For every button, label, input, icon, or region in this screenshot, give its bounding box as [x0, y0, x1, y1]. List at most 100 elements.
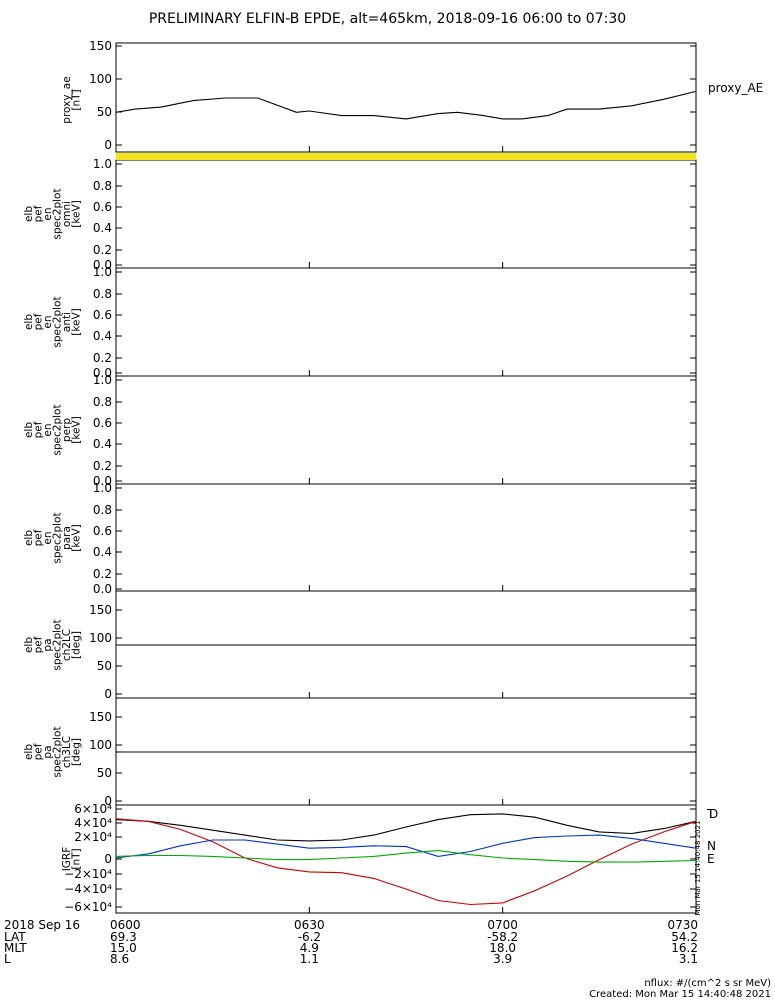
- legend-igrf-E: E: [707, 852, 715, 866]
- ylabel-para: [keV]: [71, 524, 83, 552]
- xaxis-row-value: 0600: [110, 918, 141, 932]
- xaxis-row-value: 69.3: [110, 930, 137, 944]
- ylabel-perp: en: [42, 423, 54, 436]
- ylabel-omni: spec2plot: [52, 188, 64, 239]
- ytick-label-para: 0.2: [93, 567, 112, 581]
- ytick-label-perp: 0.6: [93, 416, 112, 430]
- ytick-label-igrf: 6×10⁴: [74, 802, 112, 816]
- xaxis-row-value: -58.2: [487, 930, 518, 944]
- ytick-label-ch3lc: 100: [89, 738, 112, 752]
- ylabel-omni: [keV]: [71, 200, 83, 228]
- ytick-label-ch2lc: 100: [89, 631, 112, 645]
- ytick-label-igrf: 0: [104, 852, 112, 866]
- ytick-label-perp: 0.0: [93, 474, 112, 488]
- panel-frame-omni: [115, 159, 697, 269]
- xaxis-row-label: MLT: [4, 941, 27, 955]
- ytick-label-igrf: 4×10⁴: [74, 816, 112, 830]
- panel-frame-ae: [115, 42, 697, 153]
- legend-igrf-N: N: [707, 839, 716, 853]
- ytick-label-omni: 0.4: [93, 221, 112, 235]
- series-line-igrf-N: [115, 834, 697, 859]
- series-line-ae-proxy_AE: [115, 90, 697, 120]
- ytick-label-ch2lc: 150: [89, 603, 112, 617]
- ytick-label-anti: 1.0: [93, 265, 112, 279]
- ylabel-para: para: [61, 526, 73, 550]
- panel-frame-perp: [115, 375, 697, 485]
- ytick-label-anti: 0.4: [93, 329, 112, 343]
- ytick-label-anti: 0.6: [93, 308, 112, 322]
- ytick-label-igrf: −6×10⁴: [64, 900, 112, 914]
- ytick-label-omni: 0.6: [93, 200, 112, 214]
- ytick-label-anti: 0.2: [93, 351, 112, 365]
- ytick-label-ch3lc: 150: [89, 710, 112, 724]
- ylabel-ae: [nT]: [71, 89, 83, 110]
- ytick-label-omni: 0.8: [93, 179, 112, 193]
- ytick-label-perp: 0.4: [93, 437, 112, 451]
- ylabel-ch3lc: spec2plot: [52, 726, 64, 777]
- xaxis-row-value: 3.1: [679, 952, 698, 966]
- ylabel-anti: pef: [33, 313, 45, 330]
- ytick-label-para: 1.0: [93, 481, 112, 495]
- ylabel-ch3lc: elb: [23, 744, 35, 760]
- ytick-label-omni: 0.0: [93, 258, 112, 272]
- ytick-label-igrf: 2×10⁴: [74, 830, 112, 844]
- ylabel-omni: elb: [23, 206, 35, 222]
- ytick-label-ch2lc: 50: [97, 659, 112, 673]
- ytick-label-ch3lc: 0: [104, 794, 112, 808]
- ylabel-ae: proxy_ae: [61, 76, 73, 123]
- series-line-igrf-D: [115, 818, 697, 906]
- xaxis-row-label: 2018 Sep 16: [4, 918, 80, 932]
- ytick-label-omni: 1.0: [93, 157, 112, 171]
- created-timestamp: Created: Mon Mar 15 14:40:48 2021: [589, 989, 771, 1000]
- ytick-label-anti: 0.8: [93, 287, 112, 301]
- ytick-label-igrf: −2×10⁴: [64, 867, 112, 881]
- ytick-label-perp: 0.2: [93, 459, 112, 473]
- xaxis-row-value: 4.9: [300, 941, 319, 955]
- ytick-label-anti: 0.0: [93, 366, 112, 380]
- xaxis-row-value: -6.2: [298, 930, 321, 944]
- ylabel-perp: elb: [23, 422, 35, 438]
- ylabel-igrf: IGRF: [61, 847, 73, 872]
- side-timestamp: Mon Mar 15 14:40:48 2021: [694, 820, 702, 915]
- legend-igrf-D: D: [709, 807, 718, 821]
- ylabel-omni: en: [42, 207, 54, 220]
- figure-title: PRELIMINARY ELFIN-B EPDE, alt=465km, 201…: [148, 11, 627, 27]
- ylabel-anti: [keV]: [71, 308, 83, 336]
- ylabel-para: elb: [23, 530, 35, 546]
- ylabel-ch2lc: elb: [23, 637, 35, 653]
- ylabel-ch2lc: [deg]: [71, 631, 83, 659]
- ytick-label-ae: 100: [89, 72, 112, 86]
- ylabel-omni: pef: [33, 205, 45, 222]
- xaxis-row-value: 16.2: [671, 941, 698, 955]
- ytick-label-perp: 1.0: [93, 373, 112, 387]
- ylabel-ch3lc: ch3LC: [61, 736, 73, 768]
- ylabel-anti: en: [42, 315, 54, 328]
- ylabel-omni: omni: [61, 201, 73, 227]
- ylabel-anti: elb: [23, 314, 35, 330]
- ylabel-para: pef: [33, 529, 45, 546]
- ylabel-ch3lc: pef: [33, 743, 45, 760]
- ytick-label-para: 0.6: [93, 524, 112, 538]
- xaxis-row-value: 8.6: [110, 952, 129, 966]
- xaxis-row-value: 1.1: [300, 952, 319, 966]
- series-line-igrf-T: [115, 813, 697, 842]
- legend-proxy-ae: proxy_AE: [708, 81, 763, 95]
- ytick-label-igrf: −4×10⁴: [64, 882, 112, 896]
- flux-units-note: nflux: #/(cm^2 s sr MeV): [644, 978, 771, 989]
- ylabel-ch2lc: pef: [33, 636, 45, 653]
- panel-frame-anti: [115, 267, 697, 377]
- ylabel-ch3lc: [deg]: [71, 738, 83, 766]
- xaxis-row-value: 3.9: [493, 952, 512, 966]
- ylabel-perp: perp: [61, 418, 73, 442]
- ylabel-ch3lc: pa: [42, 745, 54, 758]
- ylabel-perp: pef: [33, 421, 45, 438]
- ylabel-anti: anti: [61, 312, 73, 332]
- xaxis-row-label: LAT: [4, 930, 26, 944]
- ylabel-ch2lc: ch2LC: [61, 629, 73, 661]
- data-availability-bar: [116, 153, 696, 160]
- ytick-label-para: 0.0: [93, 582, 112, 596]
- ytick-label-perp: 0.8: [93, 395, 112, 409]
- ylabel-ch2lc: spec2plot: [52, 619, 64, 670]
